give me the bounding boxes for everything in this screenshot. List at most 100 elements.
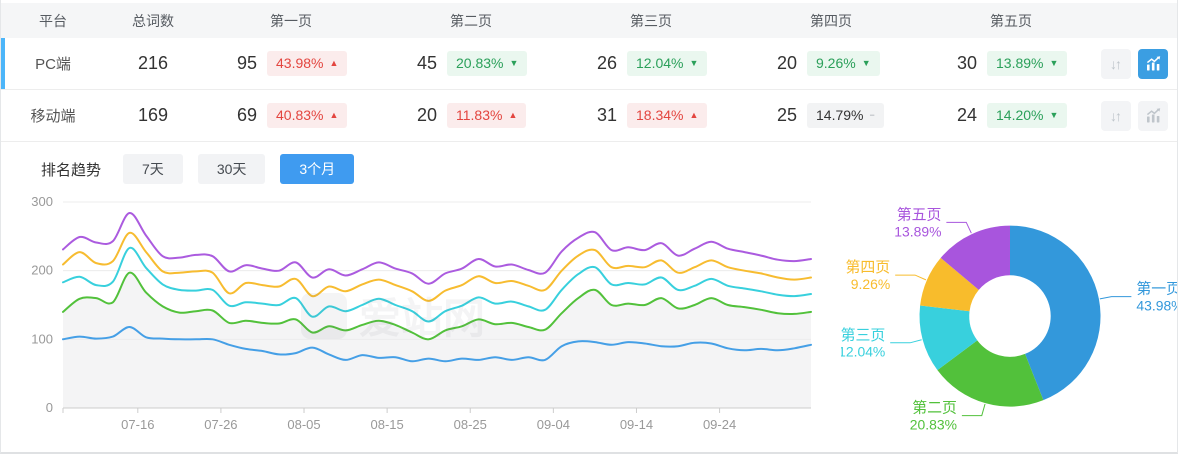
bar-chart-trend-icon xyxy=(1146,56,1160,71)
ranking-trend-line-chart: 07-16 07-26 08-05 08-15 08-25 09-04 09-14 09-24… xyxy=(1,187,841,452)
pie-label-name: 第一页 xyxy=(1136,280,1177,298)
section-title: 排名趋势 xyxy=(41,161,102,179)
sort-arrows-icon: ↓↑ xyxy=(1110,55,1122,72)
sort-arrows-icon: ↓↑ xyxy=(1110,107,1122,124)
page-4-cell: 25 14.79% − xyxy=(741,102,921,129)
tab-30-days[interactable]: 30天 xyxy=(197,154,266,184)
trend-line-4-yellow xyxy=(62,231,812,302)
pie-label-name: 第三页 xyxy=(841,326,885,344)
pie-label-name: 第四页 xyxy=(845,258,890,276)
pie-label-value: 20.83% xyxy=(910,416,957,432)
page-1-cell: 69 40.83% ▲ xyxy=(201,102,381,129)
trend-badge: 14.79% − xyxy=(807,102,884,129)
x-axis-label: 07-16 xyxy=(121,417,154,432)
trend-badge: 12.04% ▼ xyxy=(627,50,708,77)
total-words-value: 216 xyxy=(137,53,169,73)
platform-name: 移动端 xyxy=(30,108,76,125)
trend-line-1-blue xyxy=(62,325,812,363)
trend-badge: 13.89% ▼ xyxy=(987,50,1068,77)
pie-label-leader xyxy=(961,403,986,417)
pie-label-value: 43.98% xyxy=(1136,298,1177,314)
page-count: 25 xyxy=(776,105,797,125)
trend-chart-button[interactable] xyxy=(1138,48,1168,79)
page-count: 30 xyxy=(956,53,977,73)
row-actions: ↓↑ xyxy=(1101,100,1177,131)
pie-label-leader xyxy=(946,221,972,234)
header-page-4: 第四页 xyxy=(810,12,852,29)
page-2-cell: 20 11.83% ▲ xyxy=(381,102,561,129)
x-axis-label: 08-15 xyxy=(371,417,404,432)
table-row-pc[interactable]: PC端 216 95 43.98% ▲ 45 20.83% ▼ 26 12.04% ▼… xyxy=(1,38,1177,90)
x-axis-label: 09-24 xyxy=(703,417,736,432)
pie-slice-3[interactable] xyxy=(919,305,978,371)
tab-7-days[interactable]: 7天 xyxy=(123,154,183,184)
y-axis-label: 0 xyxy=(46,400,53,415)
page-5-cell: 24 14.20% ▼ xyxy=(921,102,1101,129)
pie-label-value: 12.04% xyxy=(841,344,885,360)
page-count: 24 xyxy=(956,105,977,125)
trend-arrow-icon: ▲ xyxy=(689,110,699,120)
trend-section-bar: 排名趋势 7天 30天 3个月 xyxy=(41,153,1177,185)
x-axis-label: 09-04 xyxy=(537,417,570,432)
trend-line-2-green xyxy=(62,271,812,341)
trend-badge: 40.83% ▲ xyxy=(267,102,348,129)
page-5-cell: 30 13.89% ▼ xyxy=(921,50,1101,77)
trend-badge: 18.34% ▲ xyxy=(627,102,708,129)
trend-badge: 9.26% ▼ xyxy=(807,50,880,77)
x-axis-label: 09-14 xyxy=(620,417,653,432)
bar-chart-trend-icon xyxy=(1146,108,1160,123)
header-platform: 平台 xyxy=(39,12,67,29)
sort-button[interactable]: ↓↑ xyxy=(1101,48,1131,79)
x-axis-label: 08-05 xyxy=(287,417,320,432)
header-page-1: 第一页 xyxy=(270,12,312,29)
trend-arrow-icon: ▼ xyxy=(1049,58,1059,68)
pie-slice-5[interactable] xyxy=(940,225,1010,290)
page-count: 45 xyxy=(416,53,437,73)
tab-3-months[interactable]: 3个月 xyxy=(280,154,355,184)
total-words-value: 169 xyxy=(137,105,169,125)
y-axis-label: 200 xyxy=(31,263,53,278)
trend-chart-button[interactable] xyxy=(1138,100,1168,131)
header-page-2: 第二页 xyxy=(450,12,492,29)
trend-badge: 11.83% ▲ xyxy=(447,102,527,129)
trend-arrow-icon: ▼ xyxy=(1049,110,1059,120)
pie-label-name: 第五页 xyxy=(897,205,942,223)
platform-name: PC端 xyxy=(35,56,71,73)
trend-badge: 43.98% ▲ xyxy=(267,50,348,77)
y-axis-label: 300 xyxy=(31,194,53,209)
trend-badge: 20.83% ▼ xyxy=(447,50,528,77)
pie-slice-2[interactable] xyxy=(937,340,1044,407)
page-count: 69 xyxy=(236,105,257,125)
page-2-cell: 45 20.83% ▼ xyxy=(381,50,561,77)
page-count: 20 xyxy=(776,53,797,73)
x-axis-label: 07-26 xyxy=(204,417,237,432)
pie-slice-1[interactable] xyxy=(1009,225,1101,401)
page-count: 20 xyxy=(416,105,437,125)
page-count: 26 xyxy=(596,53,617,73)
trend-arrow-icon: ▼ xyxy=(861,58,871,68)
trend-badge: 14.20% ▼ xyxy=(987,102,1068,129)
pie-slice-4[interactable] xyxy=(920,257,979,312)
trend-arrow-icon: ▲ xyxy=(508,110,518,120)
page-count: 95 xyxy=(236,53,257,73)
page-1-cell: 95 43.98% ▲ xyxy=(201,50,381,77)
row-actions: ↓↑ xyxy=(1101,48,1177,79)
x-axis-label: 08-25 xyxy=(454,417,487,432)
line-chart-svg: 07-16 07-26 08-05 08-15 08-25 09-04 09-14 09-24… xyxy=(31,194,812,432)
trend-line-3-cyan xyxy=(62,246,812,323)
page-3-cell: 26 12.04% ▼ xyxy=(561,50,741,77)
header-total-words: 总词数 xyxy=(132,12,174,29)
pie-label-name: 第二页 xyxy=(912,399,957,417)
sort-button[interactable]: ↓↑ xyxy=(1101,100,1131,131)
pie-label-value: 13.89% xyxy=(894,223,941,239)
pie-label-leader xyxy=(890,339,922,344)
charts-section: 07-16 07-26 08-05 08-15 08-25 09-04 09-14 09-24… xyxy=(1,187,1177,452)
trend-arrow-icon: ▼ xyxy=(509,58,519,68)
page-3-cell: 31 18.34% ▲ xyxy=(561,102,741,129)
area-fill-line-2-green xyxy=(63,272,811,408)
table-row-mobile[interactable]: 移动端 169 69 40.83% ▲ 20 11.83% ▲ 31 18.34% ▲… xyxy=(1,90,1177,142)
y-axis-label: 100 xyxy=(31,331,53,346)
header-page-5: 第五页 xyxy=(990,12,1032,29)
